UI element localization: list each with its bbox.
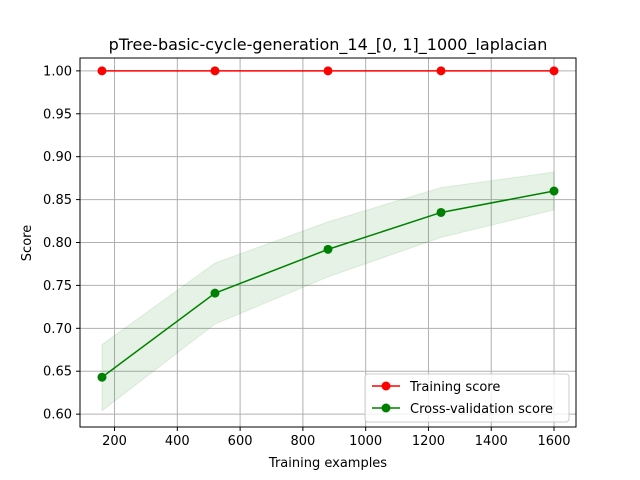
y-tick-label: 0.85 bbox=[43, 193, 72, 208]
x-tick-label: 200 bbox=[102, 434, 127, 449]
x-tick-label: 800 bbox=[290, 434, 315, 449]
x-tick-label: 1600 bbox=[537, 434, 570, 449]
legend-marker-training bbox=[381, 381, 391, 391]
x-tick-label: 1200 bbox=[412, 434, 445, 449]
y-axis-ticks: 0.60 0.65 0.70 0.75 0.80 0.85 0.90 0.95 1.00 bbox=[43, 64, 80, 423]
x-tick-label: 600 bbox=[228, 434, 253, 449]
legend: Training score Cross-validation score bbox=[364, 373, 570, 423]
y-tick-label: 0.65 bbox=[43, 365, 72, 380]
y-tick-label: 0.95 bbox=[43, 107, 72, 122]
point-training-score bbox=[323, 66, 333, 76]
chart-title: pTree-basic-cycle-generation_14_[0, 1]_1… bbox=[109, 35, 548, 55]
x-tick-label: 1000 bbox=[349, 434, 382, 449]
y-tick-label: 0.60 bbox=[43, 408, 72, 423]
y-tick-label: 0.75 bbox=[43, 279, 72, 294]
point-cross-validation-score bbox=[97, 372, 107, 382]
point-cross-validation-score bbox=[549, 186, 559, 196]
y-tick-label: 0.70 bbox=[43, 322, 72, 337]
x-tick-label: 1400 bbox=[475, 434, 508, 449]
y-tick-label: 0.90 bbox=[43, 150, 72, 165]
legend-entry-cross-validation: Cross-validation score bbox=[372, 402, 553, 417]
point-cross-validation-score bbox=[323, 244, 333, 254]
legend-label-training: Training score bbox=[409, 380, 500, 395]
series-markers bbox=[97, 66, 559, 382]
point-training-score bbox=[210, 66, 220, 76]
point-cross-validation-score bbox=[210, 288, 220, 298]
y-tick-label: 1.00 bbox=[43, 64, 72, 79]
point-training-score bbox=[97, 66, 107, 76]
legend-box bbox=[364, 373, 570, 423]
legend-entry-training: Training score bbox=[372, 380, 500, 395]
y-tick-label: 0.80 bbox=[43, 236, 72, 251]
x-axis-title: Training examples bbox=[268, 456, 387, 471]
legend-marker-cross-validation bbox=[381, 403, 391, 413]
grid bbox=[80, 58, 576, 427]
point-training-score bbox=[549, 66, 559, 76]
legend-label-cross-validation: Cross-validation score bbox=[410, 402, 553, 417]
x-tick-label: 400 bbox=[165, 434, 190, 449]
point-training-score bbox=[436, 66, 446, 76]
band-cross-validation-score bbox=[101, 171, 555, 412]
y-axis-title: Score bbox=[20, 225, 35, 261]
x-axis-ticks: 200 400 600 800 1000 1200 1400 1600 bbox=[102, 427, 571, 449]
point-cross-validation-score bbox=[436, 207, 446, 217]
